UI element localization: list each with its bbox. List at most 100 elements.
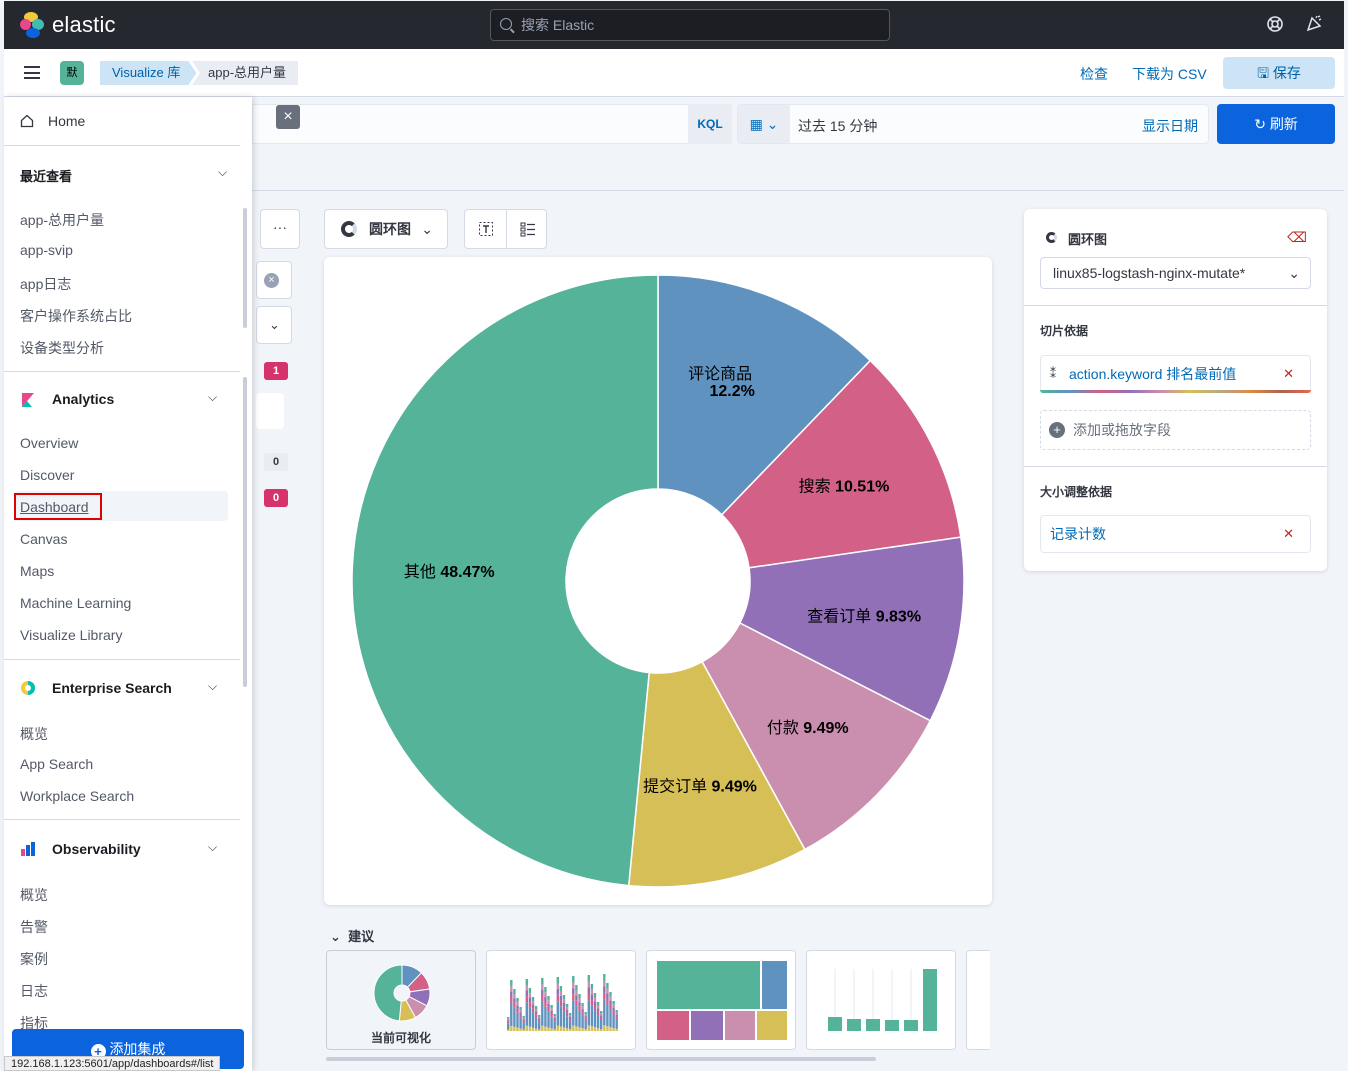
nav-recent-item[interactable]: app-svip bbox=[20, 242, 73, 258]
chevron-down-icon[interactable]: ⌵ bbox=[218, 165, 228, 179]
nav-item-workplace-search[interactable]: Workplace Search bbox=[20, 788, 135, 804]
thumb-bar-segment bbox=[531, 1012, 535, 1028]
nav-group-recent[interactable]: 最近查看 bbox=[20, 169, 73, 184]
nav-recent-item[interactable]: 设备类型分析 bbox=[20, 340, 104, 356]
breadcrumb-visualize-library[interactable]: Visualize 库 bbox=[100, 61, 196, 85]
remove-icon[interactable]: ✕ bbox=[1283, 526, 1294, 541]
field-type-select[interactable]: ⌄ bbox=[256, 306, 292, 344]
nav-item-overview[interactable]: Overview bbox=[20, 435, 79, 451]
donut-chart[interactable]: 评论商品 12.2% 搜索 10.51% 查看订单 9.83% 付款 9.49% 提交订单… bbox=[324, 257, 992, 905]
calendar-icon[interactable]: ▦ ⌄ bbox=[738, 105, 790, 143]
nav-recent-item[interactable]: app-总用户量 bbox=[20, 212, 105, 228]
donut-slice[interactable] bbox=[738, 536, 965, 722]
remove-icon[interactable]: ✕ bbox=[1283, 366, 1294, 381]
date-picker[interactable]: ▦ ⌄ 过去 15 分钟 显示日期 bbox=[737, 104, 1209, 144]
nav-group-analytics[interactable]: Analytics bbox=[52, 391, 115, 407]
thumb-bar-segment bbox=[541, 989, 544, 996]
donut-slice[interactable] bbox=[657, 274, 872, 516]
suggestions-toggle[interactable]: ⌄ 建议 bbox=[330, 926, 374, 945]
size-by-field[interactable]: 记录计数 ✕ bbox=[1040, 515, 1311, 553]
nav-item-observability-overview[interactable]: 概览 bbox=[20, 887, 48, 903]
nav-item-alerts[interactable]: 告警 bbox=[20, 919, 48, 935]
eraser-icon[interactable]: ⌫ bbox=[1287, 229, 1307, 245]
add-field-dropzone[interactable]: + 添加或拖放字段 bbox=[1040, 410, 1311, 450]
news-feed-icon[interactable] bbox=[1304, 15, 1324, 35]
global-search[interactable] bbox=[490, 9, 890, 41]
nav-item-visualize-library[interactable]: Visualize Library bbox=[20, 627, 123, 643]
chevron-down-icon[interactable]: ⌵ bbox=[208, 390, 218, 404]
nav-recent-item[interactable]: 客户操作系统占比 bbox=[20, 308, 132, 324]
show-dates-link[interactable]: 显示日期 bbox=[1142, 118, 1198, 134]
suggestion-treemap[interactable] bbox=[646, 950, 796, 1050]
thumb-bar-segment bbox=[510, 1002, 513, 1026]
nav-item-enterprise-overview[interactable]: 概览 bbox=[20, 726, 48, 742]
suggestion-more[interactable] bbox=[966, 950, 990, 1050]
menu-toggle-icon[interactable] bbox=[24, 66, 40, 79]
nav-item-cases[interactable]: 案例 bbox=[20, 951, 48, 967]
slice-label: 搜索 10.51% bbox=[799, 478, 890, 496]
thumb-bar-segment bbox=[587, 975, 590, 982]
help-icon[interactable] bbox=[1265, 15, 1285, 35]
legend-icon[interactable] bbox=[507, 210, 548, 248]
query-language-button[interactable]: KQL bbox=[688, 104, 732, 144]
nav-item-maps[interactable]: Maps bbox=[20, 563, 55, 579]
nav-scrollbar[interactable] bbox=[243, 377, 247, 687]
save-button[interactable]: 🖫 保存 bbox=[1223, 57, 1335, 89]
divider bbox=[252, 190, 1344, 191]
thumb-bar-segment bbox=[572, 976, 575, 983]
nav-item-discover[interactable]: Discover bbox=[20, 467, 75, 483]
thumb-bar-segment bbox=[603, 986, 606, 993]
thumb-bar-segment bbox=[593, 1005, 597, 1011]
thumb-bar-segment bbox=[556, 994, 559, 1002]
chevron-down-icon[interactable]: ⌵ bbox=[208, 840, 218, 854]
donut-slice[interactable] bbox=[720, 359, 962, 569]
nav-item-app-search[interactable]: App Search bbox=[20, 756, 94, 772]
elastic-logo[interactable]: elastic bbox=[20, 12, 116, 38]
recent-scrollbar[interactable] bbox=[243, 208, 247, 328]
chart-type-selector[interactable]: 圆环图 ⌄ bbox=[324, 209, 448, 249]
breadcrumb-bar: 默 Visualize 库 app-总用户量 检查 下载为 CSV 🖫 保存 bbox=[4, 49, 1344, 97]
panel-options-button[interactable]: ··· bbox=[260, 209, 300, 249]
suggestion-column-chart[interactable] bbox=[806, 950, 956, 1050]
thumb-bar-segment bbox=[584, 1018, 587, 1021]
index-pattern-select[interactable]: linux85-logstash-nginx-mutate* ⌄ bbox=[1040, 257, 1311, 289]
nav-home[interactable]: Home bbox=[20, 113, 85, 129]
donut-slice[interactable] bbox=[351, 274, 659, 887]
nav-item-dashboard[interactable]: Dashboard bbox=[20, 499, 89, 515]
download-csv-link[interactable]: 下载为 CSV bbox=[1132, 66, 1207, 82]
query-input[interactable] bbox=[252, 104, 732, 144]
donut-slice[interactable] bbox=[701, 621, 932, 851]
space-avatar[interactable]: 默 bbox=[60, 61, 84, 85]
suggestions-scrollbar[interactable] bbox=[326, 1057, 876, 1061]
thumb-bar-segment bbox=[612, 1004, 615, 1008]
nav-item-machine-learning[interactable]: Machine Learning bbox=[20, 595, 132, 611]
chevron-down-icon[interactable]: ⌵ bbox=[208, 679, 218, 693]
nav-item-logs[interactable]: 日志 bbox=[20, 983, 48, 999]
time-range[interactable]: 过去 15 分钟 bbox=[798, 118, 878, 134]
nav-item-canvas[interactable]: Canvas bbox=[20, 531, 68, 547]
chevron-down-icon: ⌄ bbox=[1288, 265, 1300, 281]
donut-slice[interactable] bbox=[627, 660, 806, 888]
close-icon[interactable]: × bbox=[276, 105, 300, 129]
drag-handle-icon[interactable]: ⁑ bbox=[1050, 367, 1056, 381]
nav-group-observability[interactable]: Observability bbox=[52, 841, 141, 857]
clear-field-button[interactable]: × bbox=[256, 261, 292, 299]
thumb-bar-segment bbox=[556, 977, 559, 984]
nav-item-metrics[interactable]: 指标 bbox=[20, 1015, 48, 1031]
field-list-item bbox=[256, 393, 284, 429]
thumb-bar-segment bbox=[600, 1017, 603, 1020]
thumb-bar-segment bbox=[528, 988, 532, 994]
suggestion-bar-chart[interactable] bbox=[486, 950, 636, 1050]
thumb-bar-segment bbox=[569, 1029, 572, 1031]
slice-by-field[interactable]: ⁑ action.keyword 排名最前值 ✕ bbox=[1040, 355, 1311, 393]
thumb-bar-segment bbox=[534, 1017, 538, 1029]
nav-recent-item[interactable]: app日志 bbox=[20, 276, 72, 292]
thumb-bar-segment bbox=[562, 1027, 566, 1031]
text-labels-icon[interactable] bbox=[465, 210, 506, 248]
refresh-button[interactable]: ↻ 刷新 bbox=[1217, 104, 1335, 144]
nav-group-enterprise-search[interactable]: Enterprise Search bbox=[52, 680, 172, 696]
suggestion-current[interactable]: 当前可视化 bbox=[326, 950, 476, 1050]
inspect-link[interactable]: 检查 bbox=[1080, 66, 1108, 82]
thumb-bar-segment bbox=[603, 999, 606, 1026]
search-input[interactable] bbox=[521, 10, 881, 40]
